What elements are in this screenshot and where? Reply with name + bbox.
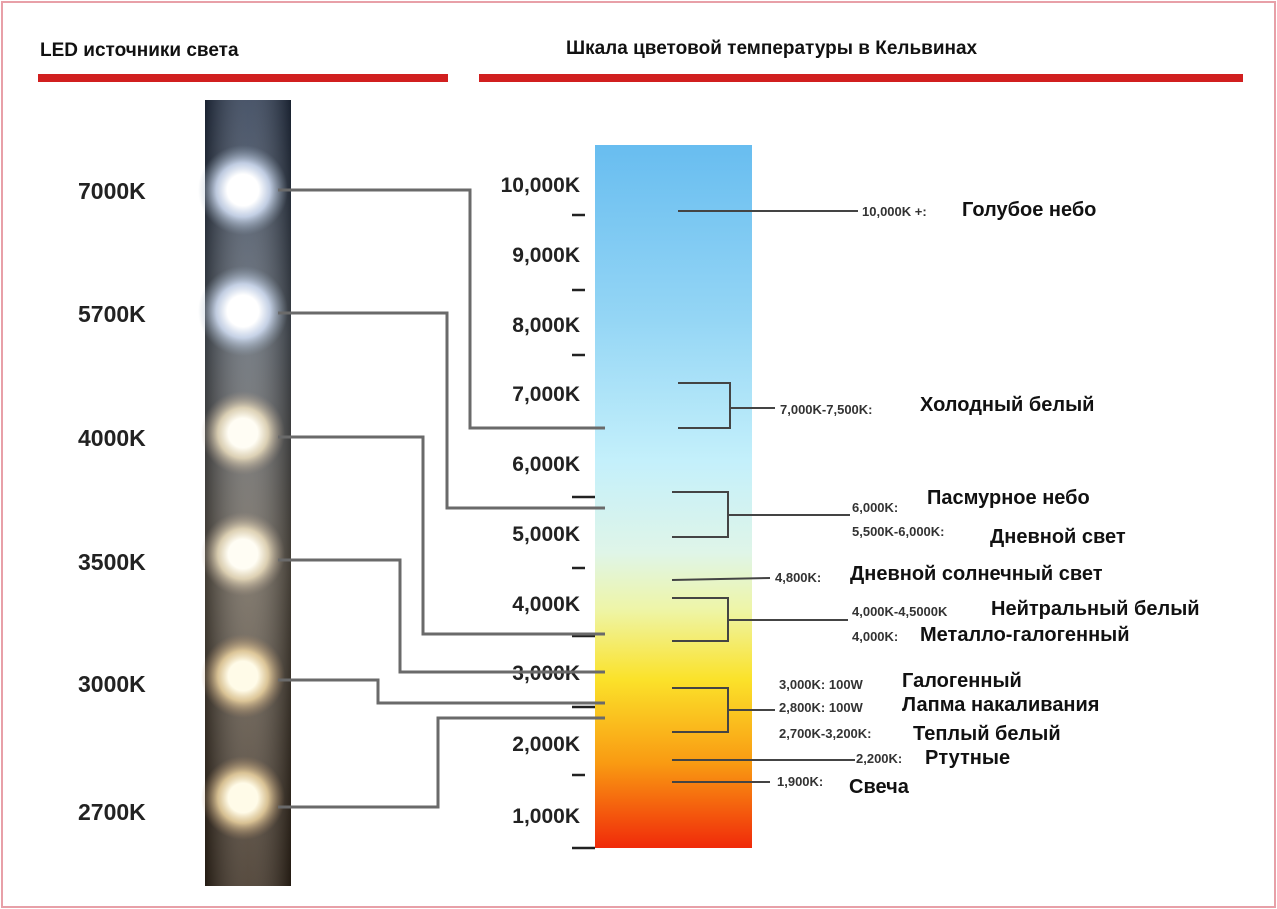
led-5700k bbox=[198, 266, 288, 356]
annotation-label: Нейтральный белый bbox=[991, 598, 1200, 620]
annotation-value: 2,700K-3,200K: bbox=[779, 726, 872, 741]
annotation-value: 4,000K: bbox=[852, 629, 898, 644]
annotation-label: Металло-галогенный bbox=[920, 624, 1130, 646]
annotation-value: 6,000K: bbox=[852, 500, 898, 515]
annotation-value: 4,800K: bbox=[775, 570, 821, 585]
led-label: 4000K bbox=[78, 425, 146, 451]
scale-tick-label: 5,000K bbox=[512, 523, 580, 546]
annotation-value: 2,800K: 100W bbox=[779, 700, 864, 715]
annotation-label: Лапма накаливания bbox=[902, 694, 1099, 716]
annotation-label: Галогенный bbox=[902, 670, 1022, 692]
connector-3500k bbox=[278, 558, 605, 674]
annotation-label: Ртутные bbox=[925, 747, 1010, 769]
scale-tick-label: 1,000K bbox=[512, 805, 580, 828]
scale-tick-label: 4,000K bbox=[512, 593, 580, 616]
connector-4000k bbox=[278, 435, 605, 636]
annotation-value: 7,000K-7,500K: bbox=[780, 402, 873, 417]
annotation-label: Пасмурное небо bbox=[927, 487, 1090, 509]
led-label: 3500K bbox=[78, 549, 146, 575]
connector-2700k bbox=[278, 716, 605, 809]
connector-5700k bbox=[278, 311, 605, 510]
led-label: 3000K bbox=[78, 671, 146, 697]
annotation-lines bbox=[671, 210, 858, 783]
temperature-scale-bar bbox=[595, 145, 752, 848]
annotation-value: 1,900K: bbox=[777, 774, 823, 789]
scale-tick-label: 6,000K bbox=[512, 453, 580, 476]
led-7000k bbox=[198, 145, 288, 235]
left-header-underline bbox=[38, 74, 448, 82]
annotation-label: Дневной солнечный свет bbox=[850, 563, 1103, 585]
scale-tick-label: 2,000K bbox=[512, 733, 580, 756]
annotation-value: 4,000K-4,5000K bbox=[852, 604, 948, 619]
annotation-value: 5,500K-6,000K: bbox=[852, 524, 945, 539]
annotation-label: Дневной свет bbox=[990, 526, 1126, 548]
scale-tick-label: 7,000K bbox=[512, 383, 580, 406]
scale-tick-label: 10,000K bbox=[501, 174, 580, 197]
right-header: Шкала цветовой температуры в Кельвинах bbox=[566, 38, 978, 59]
annotation-value: 10,000K +: bbox=[862, 204, 927, 219]
led-label: 2700K bbox=[78, 799, 146, 825]
annotation-label: Свеча bbox=[849, 776, 910, 798]
annotation-value: 2,200K: bbox=[856, 751, 902, 766]
annotation-label: Холодный белый bbox=[920, 394, 1094, 416]
led-3000k bbox=[201, 634, 285, 718]
led-label: 5700K bbox=[78, 301, 146, 327]
connector-3000k bbox=[278, 678, 605, 705]
left-header: LED источники света bbox=[40, 40, 239, 61]
led-label: 7000K bbox=[78, 178, 146, 204]
annotation-label: Голубое небо bbox=[962, 199, 1096, 221]
right-header-underline bbox=[479, 74, 1243, 82]
led-3500k bbox=[201, 512, 285, 596]
scale-tick-label: 9,000K bbox=[512, 244, 580, 267]
led-2700k bbox=[201, 756, 285, 840]
scale-tick-label: 8,000K bbox=[512, 314, 580, 337]
annotation-value: 3,000K: 100W bbox=[779, 677, 864, 692]
led-4000k bbox=[201, 391, 285, 475]
annotation-label: Теплый белый bbox=[913, 723, 1061, 745]
connector-7000k bbox=[278, 188, 605, 430]
